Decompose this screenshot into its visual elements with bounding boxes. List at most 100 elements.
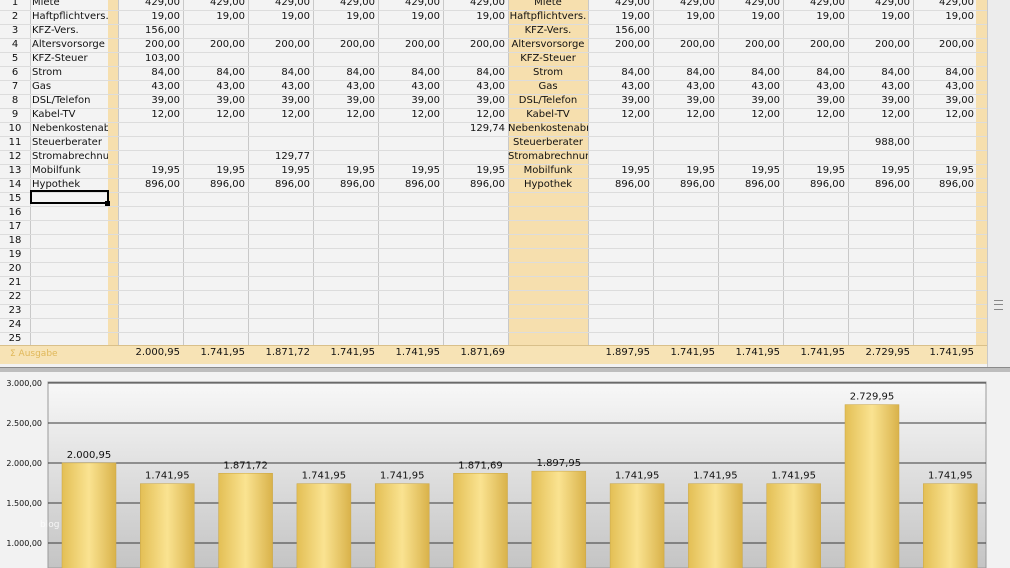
value-cell[interactable]: 43,00 [411,81,440,92]
value-cell[interactable] [590,150,650,164]
value-cell[interactable]: 200,00 [210,39,245,50]
value-cell[interactable]: 200,00 [810,39,845,50]
value-cell[interactable]: 429,00 [745,0,780,8]
bar[interactable] [609,483,665,568]
value-cell[interactable] [250,122,310,136]
bar[interactable] [140,483,195,568]
row-label[interactable]: Nebenkostenabr. [32,123,108,134]
value-cell[interactable]: 12,00 [816,109,845,120]
value-cell[interactable] [185,122,245,136]
value-cell[interactable] [445,52,505,66]
value-cell[interactable]: 43,00 [945,81,974,92]
value-cell[interactable]: 200,00 [470,39,505,50]
total-cell[interactable]: 1.741,95 [800,347,845,358]
value-cell[interactable]: 12,00 [945,109,974,120]
row-label-middle[interactable]: DSL/Telefon [518,95,578,106]
value-cell[interactable] [785,136,845,150]
value-cell[interactable]: 200,00 [615,39,650,50]
value-cell[interactable] [655,52,715,66]
value-cell[interactable]: 12,00 [151,109,180,120]
value-cell[interactable]: 39,00 [216,95,245,106]
value-cell[interactable] [720,150,780,164]
value-cell[interactable]: 39,00 [346,95,375,106]
value-cell[interactable]: 129,77 [275,151,310,162]
value-cell[interactable] [120,150,180,164]
value-cell[interactable]: 19,95 [281,165,310,176]
value-cell[interactable] [250,24,310,38]
value-cell[interactable]: 19,95 [216,165,245,176]
value-cell[interactable]: 12,00 [476,109,505,120]
value-cell[interactable]: 43,00 [281,81,310,92]
value-cell[interactable]: 84,00 [151,67,180,78]
value-cell[interactable]: 896,00 [875,179,910,190]
row-label[interactable]: Strom [32,67,63,78]
value-cell[interactable]: 43,00 [621,81,650,92]
value-cell[interactable]: 19,00 [216,11,245,22]
total-cell[interactable]: 1.897,95 [605,347,650,358]
value-cell[interactable]: 19,95 [476,165,505,176]
scrollbar-grip-icon[interactable] [994,300,1003,310]
value-cell[interactable]: 39,00 [686,95,715,106]
row-label-middle[interactable]: Gas [538,81,558,92]
value-cell[interactable] [720,136,780,150]
row-label[interactable]: Stromabrechnung [32,151,108,162]
value-cell[interactable]: 429,00 [275,0,310,8]
row-label[interactable] [32,262,108,276]
total-cell[interactable]: 1.741,95 [929,347,974,358]
bar[interactable] [923,483,978,568]
row-label-middle[interactable]: KFZ-Vers. [524,25,572,36]
value-cell[interactable] [380,136,440,150]
value-cell[interactable]: 39,00 [945,95,974,106]
value-cell[interactable]: 19,00 [881,11,910,22]
value-cell[interactable]: 84,00 [751,67,780,78]
value-cell[interactable] [914,136,974,150]
value-cell[interactable]: 43,00 [816,81,845,92]
value-cell[interactable]: 896,00 [939,179,974,190]
value-cell[interactable]: 84,00 [881,67,910,78]
value-cell[interactable]: 12,00 [686,109,715,120]
row-label[interactable] [32,276,108,290]
value-cell[interactable] [250,136,310,150]
value-cell[interactable]: 19,00 [686,11,715,22]
value-cell[interactable]: 156,00 [145,25,180,36]
row-label[interactable] [32,290,108,304]
value-cell[interactable]: 19,95 [411,165,440,176]
value-cell[interactable] [250,52,310,66]
value-cell[interactable]: 429,00 [405,0,440,8]
value-cell[interactable]: 84,00 [346,67,375,78]
value-cell[interactable]: 84,00 [476,67,505,78]
value-cell[interactable]: 200,00 [275,39,310,50]
value-cell[interactable]: 896,00 [145,179,180,190]
value-cell[interactable] [185,52,245,66]
total-cell[interactable]: 1.871,69 [460,347,505,358]
value-cell[interactable] [120,136,180,150]
value-cell[interactable]: 200,00 [145,39,180,50]
value-cell[interactable]: 19,00 [945,11,974,22]
value-cell[interactable] [655,24,715,38]
bar[interactable] [296,483,352,568]
value-cell[interactable]: 84,00 [621,67,650,78]
row-label[interactable]: Hypothek [32,179,81,190]
bar[interactable] [844,404,900,568]
value-cell[interactable]: 84,00 [281,67,310,78]
fill-handle[interactable] [105,201,110,206]
row-label-middle[interactable]: Nebenkostenabr. [508,123,588,134]
row-label[interactable]: KFZ-Vers. [32,25,79,36]
value-cell[interactable]: 43,00 [151,81,180,92]
value-cell[interactable]: 19,95 [881,165,910,176]
value-cell[interactable]: 19,00 [751,11,780,22]
value-cell[interactable]: 19,95 [945,165,974,176]
value-cell[interactable]: 429,00 [470,0,505,8]
value-cell[interactable] [185,136,245,150]
value-cell[interactable]: 988,00 [875,137,910,148]
row-label[interactable]: Haftpflichtvers. [32,11,108,22]
row-label-middle[interactable]: Strom [532,67,564,78]
value-cell[interactable] [185,24,245,38]
value-cell[interactable] [185,150,245,164]
value-cell[interactable]: 200,00 [340,39,375,50]
value-cell[interactable] [380,24,440,38]
value-cell[interactable] [315,136,375,150]
value-cell[interactable] [785,52,845,66]
value-cell[interactable]: 43,00 [216,81,245,92]
value-cell[interactable]: 39,00 [281,95,310,106]
